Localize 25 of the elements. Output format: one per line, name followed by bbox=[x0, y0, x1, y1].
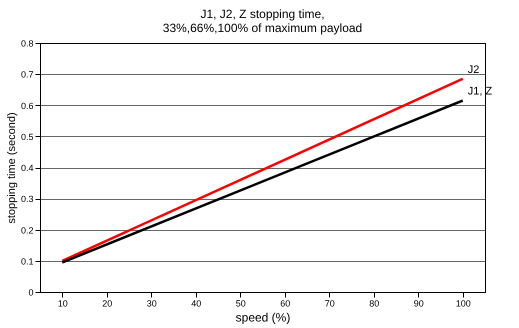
y-tick-label: 0.8 bbox=[20, 38, 34, 48]
x-tick-label: 70 bbox=[324, 298, 335, 308]
y-tick-label: 0 bbox=[28, 288, 34, 298]
y-axis-title: stopping time (second) bbox=[6, 112, 18, 224]
y-tick-label: 0.6 bbox=[20, 100, 34, 111]
x-tick-label: 50 bbox=[236, 298, 246, 308]
y-tick-label: 0.4 bbox=[20, 163, 34, 173]
x-tick-label: 80 bbox=[369, 298, 380, 308]
series-label: J2 bbox=[468, 64, 480, 76]
series-label: J1, Z bbox=[468, 86, 492, 98]
text: J1, J2, Z stopping time, bbox=[200, 7, 325, 21]
x-tick-label: 10 bbox=[58, 298, 68, 308]
x-axis-title: speed (%) bbox=[236, 310, 290, 324]
x-tick-label: 40 bbox=[191, 298, 202, 308]
x-tick-label: 20 bbox=[102, 298, 112, 308]
x-tick-label: 30 bbox=[146, 298, 157, 308]
x-tick-label: 100 bbox=[456, 298, 471, 308]
x-tick-label: 90 bbox=[414, 298, 424, 308]
x-tick-label: 60 bbox=[280, 298, 290, 308]
y-tick-label: 0.1 bbox=[20, 256, 34, 266]
y-tick-label: 0.5 bbox=[20, 132, 34, 142]
y-tick-label: 0.2 bbox=[20, 225, 34, 236]
y-tick-label: 0.7 bbox=[20, 70, 34, 80]
y-tick-label: 0.3 bbox=[20, 194, 34, 204]
text: 33%,66%,100% of maximum payload bbox=[162, 21, 362, 35]
